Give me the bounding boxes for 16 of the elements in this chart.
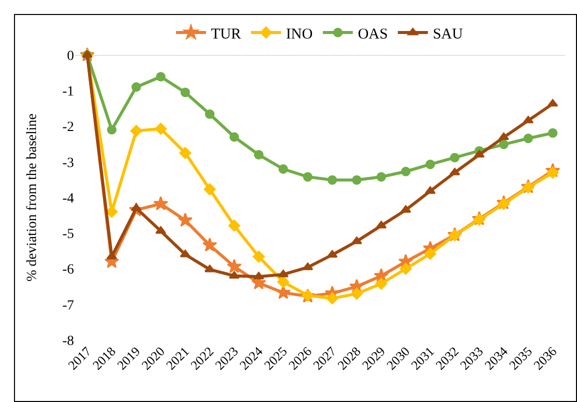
y-tick-label: -2 xyxy=(62,120,74,136)
legend-label: TUR xyxy=(211,26,241,42)
y-tick-label: -7 xyxy=(62,298,74,314)
y-tick-label: -5 xyxy=(62,227,74,242)
legend-label: INO xyxy=(286,26,313,42)
x-tick-label: 2021 xyxy=(162,344,192,373)
y-tick-label: -8 xyxy=(62,334,74,349)
x-tick-label: 2031 xyxy=(408,344,437,373)
y-tick-label: -3 xyxy=(62,156,74,171)
y-tick-label: -4 xyxy=(62,191,74,206)
legend-label: OAS xyxy=(358,26,388,42)
y-axis-title: % deviation from the baseline xyxy=(24,114,40,282)
y-tick-label: 0 xyxy=(67,48,74,64)
y-tick-label: -6 xyxy=(62,262,74,278)
y-tick-label: -1 xyxy=(62,84,74,100)
legend-label: SAU xyxy=(432,26,464,42)
